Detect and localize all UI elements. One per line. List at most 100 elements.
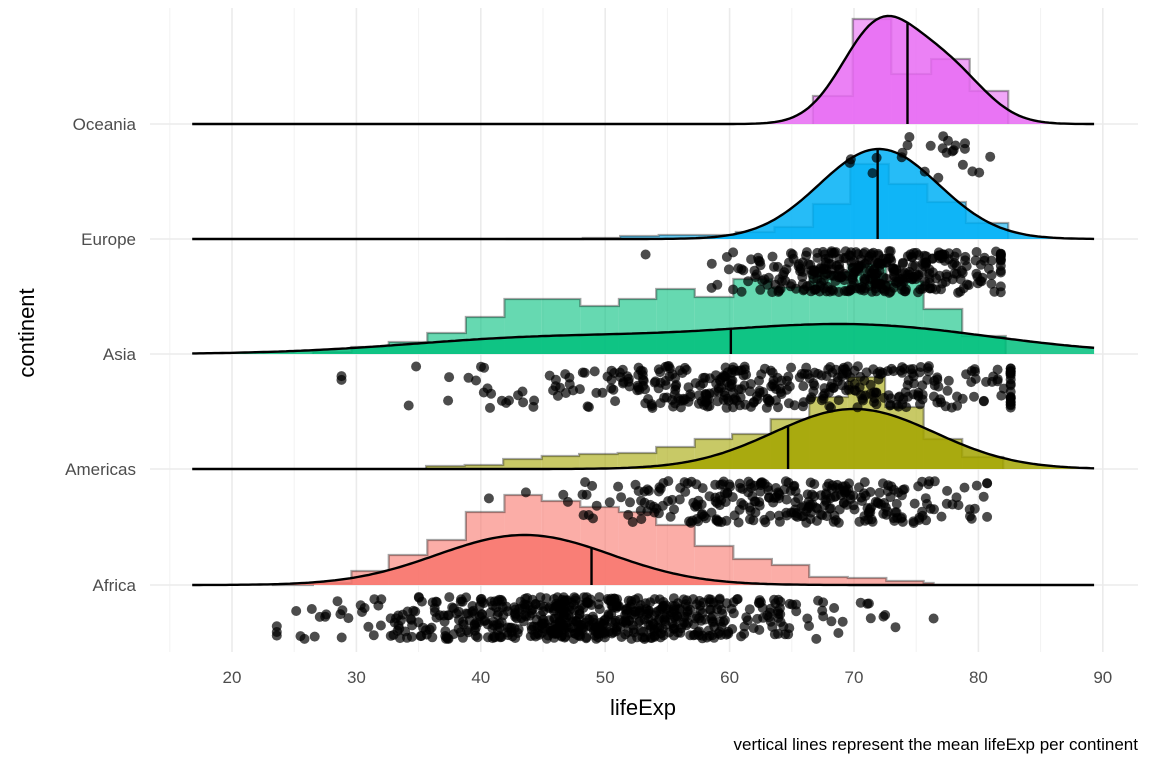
- data-point: [817, 510, 828, 521]
- data-point: [979, 255, 990, 266]
- data-point: [678, 395, 689, 406]
- data-point: [431, 597, 442, 608]
- data-point: [443, 395, 454, 406]
- data-point: [986, 255, 997, 266]
- data-point: [966, 513, 977, 524]
- data-point: [616, 492, 627, 503]
- x-tick-label: 50: [596, 668, 615, 687]
- data-point: [489, 631, 499, 642]
- data-point: [497, 602, 508, 613]
- data-point: [681, 364, 692, 375]
- histogram-bar: [426, 466, 465, 469]
- data-point: [748, 623, 759, 634]
- data-point: [431, 612, 442, 623]
- data-point: [591, 500, 602, 511]
- data-point: [496, 395, 507, 406]
- data-point: [818, 611, 829, 622]
- data-point: [416, 631, 427, 641]
- data-point: [604, 497, 615, 508]
- data-point: [753, 597, 764, 608]
- data-point: [833, 628, 844, 638]
- data-point: [696, 509, 707, 520]
- x-tick-label: 70: [845, 668, 864, 687]
- data-point: [671, 380, 682, 390]
- data-point: [765, 510, 776, 521]
- data-point: [922, 498, 932, 509]
- histogram-bar: [809, 577, 848, 585]
- data-point: [824, 401, 835, 412]
- data-point: [526, 608, 537, 619]
- data-point: [971, 247, 982, 257]
- data-point: [957, 159, 968, 170]
- data-point: [394, 623, 405, 634]
- data-point: [453, 623, 464, 634]
- data-point: [636, 495, 647, 506]
- data-point: [1005, 402, 1016, 413]
- data-point: [642, 484, 653, 495]
- data-point: [767, 367, 778, 378]
- data-point: [844, 157, 855, 168]
- data-point: [336, 632, 347, 643]
- density-area: [192, 16, 1095, 124]
- data-point: [952, 391, 962, 402]
- data-point: [989, 286, 1000, 297]
- data-point: [811, 633, 822, 644]
- data-point: [684, 516, 695, 527]
- data-point: [789, 400, 800, 411]
- histogram-bar: [617, 453, 657, 469]
- data-point: [885, 400, 895, 411]
- data-point: [657, 623, 668, 634]
- data-point: [836, 272, 847, 283]
- data-point: [925, 140, 936, 151]
- data-point: [744, 604, 755, 615]
- density-area: [192, 324, 1095, 354]
- data-point: [833, 517, 844, 528]
- data-point: [468, 605, 479, 616]
- data-point: [806, 286, 816, 297]
- rain-oceania: [844, 131, 996, 183]
- data-point: [479, 362, 490, 373]
- data-point: [610, 396, 621, 407]
- data-point: [978, 395, 989, 406]
- data-point: [718, 476, 729, 487]
- data-point: [648, 501, 659, 512]
- data-point: [427, 632, 438, 643]
- data-point: [905, 249, 916, 260]
- data-point: [634, 384, 645, 395]
- data-point: [528, 621, 539, 632]
- data-point: [943, 254, 954, 265]
- data-point: [899, 286, 910, 297]
- data-point: [879, 392, 889, 403]
- data-point: [712, 279, 723, 290]
- data-point: [670, 614, 681, 624]
- data-point: [411, 361, 422, 372]
- data-point: [951, 247, 962, 258]
- data-point: [855, 597, 866, 608]
- data-point: [447, 602, 458, 613]
- data-point: [873, 250, 884, 261]
- data-point: [840, 246, 851, 257]
- data-point: [786, 279, 797, 289]
- data-point: [444, 592, 455, 603]
- data-point: [713, 599, 724, 610]
- data-point: [763, 272, 774, 283]
- data-point: [640, 598, 651, 609]
- data-point: [726, 367, 737, 378]
- data-point: [809, 479, 820, 490]
- data-point: [995, 248, 1006, 259]
- data-point: [636, 514, 647, 525]
- data-point: [860, 515, 871, 526]
- histogram-bar: [847, 578, 887, 585]
- data-point: [622, 603, 633, 614]
- data-point: [877, 367, 888, 378]
- data-point: [775, 617, 786, 628]
- data-point: [943, 375, 954, 386]
- data-point: [847, 262, 858, 273]
- data-point: [874, 487, 885, 498]
- data-point: [525, 631, 536, 642]
- data-point: [663, 496, 674, 507]
- data-point: [959, 143, 970, 154]
- data-point: [663, 361, 674, 371]
- data-point: [936, 397, 947, 408]
